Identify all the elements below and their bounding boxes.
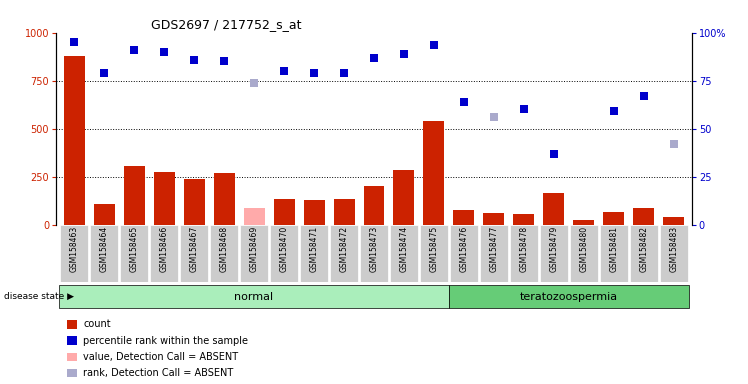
Text: GSM158482: GSM158482 [640,226,649,272]
Text: GSM158481: GSM158481 [610,226,619,272]
Bar [479,225,509,282]
Bar [60,225,88,282]
Bar [604,212,625,225]
Bar [239,225,269,282]
Text: rank, Detection Call = ABSENT: rank, Detection Call = ABSENT [83,368,233,378]
Text: GSM158480: GSM158480 [580,226,589,272]
Text: GDS2697 / 217752_s_at: GDS2697 / 217752_s_at [151,18,302,31]
Text: GSM158475: GSM158475 [429,226,438,272]
Bar [393,170,414,225]
Bar [64,56,85,225]
Text: percentile rank within the sample: percentile rank within the sample [83,336,248,346]
Text: GSM158471: GSM158471 [310,226,319,272]
Bar [334,199,355,225]
Bar [453,210,474,225]
Bar [574,220,595,225]
Text: GSM158476: GSM158476 [459,226,468,272]
Text: GSM158464: GSM158464 [99,226,108,272]
Bar [153,172,174,225]
Bar [304,200,325,225]
Text: disease state ▶: disease state ▶ [4,292,74,301]
Text: GSM158478: GSM158478 [519,226,528,272]
Bar [450,225,479,282]
Bar [274,199,295,225]
Text: teratozoospermia: teratozoospermia [520,291,618,302]
Bar [423,121,444,225]
Text: count: count [83,319,111,329]
Text: GSM158466: GSM158466 [159,226,168,272]
Bar [390,225,418,282]
Bar [663,217,684,225]
Bar [244,209,265,225]
Bar [630,225,658,282]
Bar [544,193,565,225]
Bar [569,225,598,282]
Text: GSM158479: GSM158479 [550,226,559,272]
Text: GSM158470: GSM158470 [280,226,289,272]
Bar [90,225,118,282]
Text: GSM158477: GSM158477 [489,226,498,272]
Bar [509,225,539,282]
Bar [59,285,449,308]
Bar [150,225,179,282]
Bar [94,204,114,225]
Bar [420,225,448,282]
Bar [300,225,328,282]
Bar [120,225,148,282]
Bar [513,214,535,225]
Text: normal: normal [234,291,274,302]
Text: value, Detection Call = ABSENT: value, Detection Call = ABSENT [83,352,238,362]
Bar [600,225,628,282]
Bar [123,166,144,225]
Bar [634,209,654,225]
Bar [539,225,568,282]
Bar [269,225,298,282]
Bar [213,173,235,225]
Text: GSM158474: GSM158474 [399,226,408,272]
Text: GSM158483: GSM158483 [669,226,678,272]
Bar [483,213,504,225]
Text: GSM158465: GSM158465 [129,226,138,272]
Bar [330,225,358,282]
Text: GSM158469: GSM158469 [250,226,259,272]
Text: GSM158472: GSM158472 [340,226,349,272]
Bar [180,225,209,282]
Bar [360,225,388,282]
Bar [364,186,384,225]
Bar [183,179,204,225]
Bar [449,285,689,308]
Bar [209,225,239,282]
Text: GSM158463: GSM158463 [70,226,79,272]
Text: GSM158473: GSM158473 [370,226,378,272]
Bar [660,225,688,282]
Text: GSM158468: GSM158468 [220,226,229,272]
Text: GSM158467: GSM158467 [189,226,198,272]
